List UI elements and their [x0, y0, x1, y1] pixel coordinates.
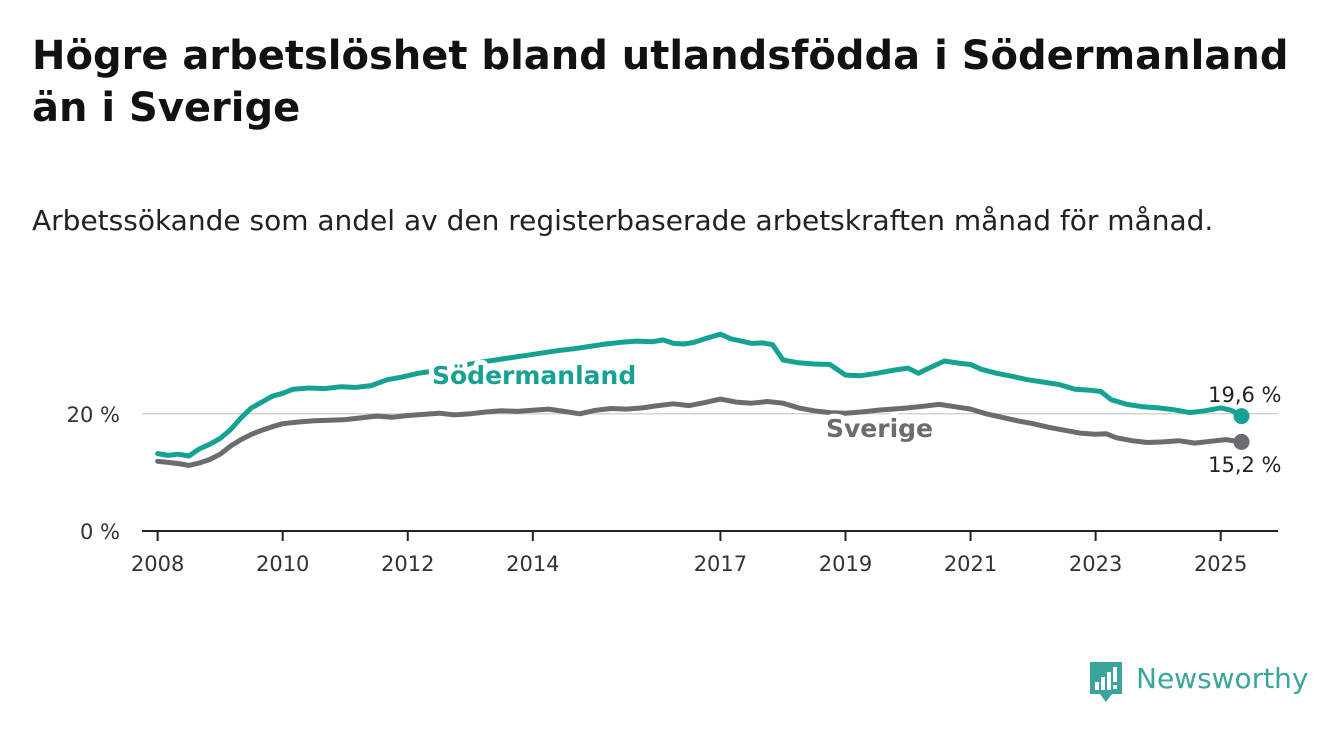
series-name-label: Södermanland — [432, 361, 636, 390]
series-labels: 19,6 %15,2 %SödermanlandSödermanlandSver… — [427, 356, 1282, 477]
series-line-sverige — [155, 396, 1244, 468]
series-name-label: Sverige — [826, 414, 933, 443]
x-tick-label: 2012 — [381, 552, 434, 576]
x-tick-label: 2023 — [1069, 552, 1122, 576]
newsworthy-logo: Newsworthy — [1088, 660, 1318, 706]
end-value-label: 15,2 % — [1208, 453, 1281, 477]
x-tick-label: 2010 — [256, 552, 309, 576]
y-tick-label: 20 % — [67, 403, 120, 427]
brand-name: Newsworthy — [1136, 662, 1309, 695]
end-point-marker — [1233, 408, 1250, 425]
x-tick-label: 2017 — [694, 552, 747, 576]
end-point-marker — [1233, 433, 1250, 450]
x-tick-label: 2019 — [819, 552, 872, 576]
axes: 0 % 20 % 2008 2010 2012 2014 2017 2019 2021 2023 2… — [67, 403, 1278, 576]
series-line-södermanland — [155, 331, 1244, 459]
end-value-label: 19,6 % — [1208, 383, 1281, 407]
series-lines — [155, 331, 1250, 468]
chart-subtitle: Arbetssökande som andel av den registerb… — [32, 204, 1214, 237]
series-name-halo: Södermanland — [432, 361, 636, 390]
series-name-halo: Sverige — [826, 414, 933, 443]
chart-title: Högre arbetslöshet bland utlandsfödda i … — [32, 33, 1289, 131]
bar-chart-exclamation-icon — [1090, 662, 1122, 702]
x-tick-label: 2014 — [506, 552, 559, 576]
y-tick-label: 0 % — [80, 520, 120, 544]
x-tick-label: 2025 — [1194, 552, 1247, 576]
x-tick-label: 2021 — [944, 552, 997, 576]
x-tick-label: 2008 — [131, 552, 184, 576]
